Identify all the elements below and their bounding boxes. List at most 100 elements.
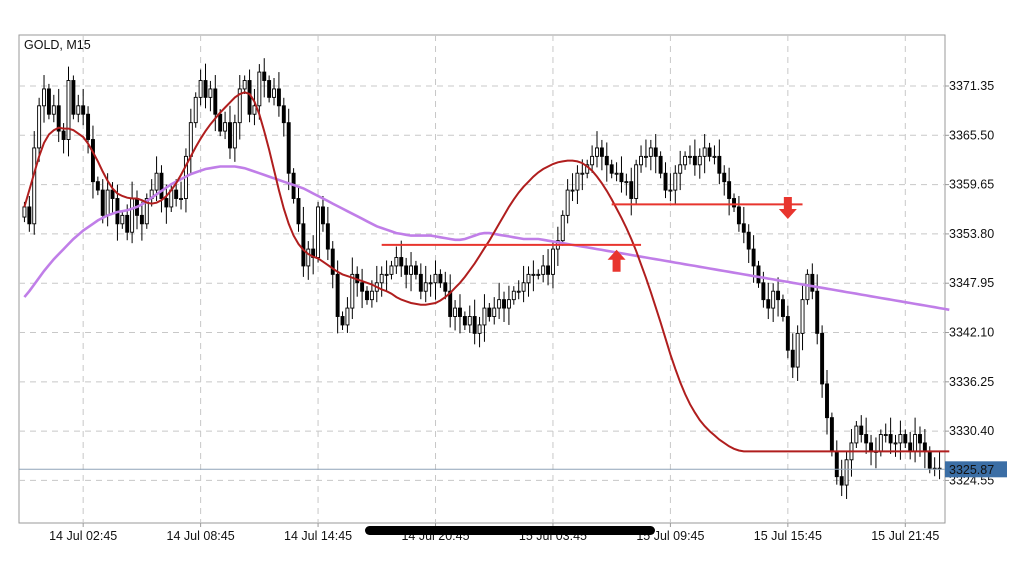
candle-body xyxy=(37,105,42,149)
scroll-indicator[interactable] xyxy=(365,526,655,535)
candle-body xyxy=(413,265,418,275)
candle-body xyxy=(487,307,492,317)
y-tick-label: 3336.25 xyxy=(949,375,994,389)
candle-body xyxy=(423,282,428,292)
candle-body xyxy=(825,383,829,419)
candle-body xyxy=(76,105,81,115)
candle-body xyxy=(71,80,76,115)
candle-body xyxy=(727,181,732,199)
candle-body xyxy=(766,299,771,309)
candle-body xyxy=(506,299,511,309)
y-tick-label: 3371.35 xyxy=(949,79,994,93)
chart-title: GOLD, M15 xyxy=(24,38,91,52)
candle-body xyxy=(120,214,125,225)
candle-body xyxy=(394,257,399,267)
candle-body xyxy=(541,265,546,275)
candle-body xyxy=(159,172,164,199)
candle-body xyxy=(110,189,115,199)
candle-body xyxy=(903,434,908,444)
candle-body xyxy=(360,282,365,292)
candle-body xyxy=(443,282,448,292)
candle-body xyxy=(218,113,223,132)
candle-body xyxy=(257,71,262,107)
candle-body xyxy=(595,147,599,157)
candle-body xyxy=(46,88,51,115)
candle-body xyxy=(27,206,32,225)
candle-body xyxy=(438,273,443,284)
candle-body xyxy=(272,88,276,98)
candle-body xyxy=(565,189,570,216)
candle-body xyxy=(105,189,110,216)
candle-body xyxy=(90,139,95,183)
candle-body xyxy=(878,434,883,452)
candle-body xyxy=(365,290,369,301)
candle-body xyxy=(330,248,335,275)
candle-body xyxy=(404,265,409,275)
candle-body xyxy=(428,282,433,285)
candle-body xyxy=(462,316,467,326)
candle-body xyxy=(663,172,668,191)
candle-body xyxy=(604,155,609,166)
signal-arrows xyxy=(607,196,797,272)
candle-body xyxy=(692,155,697,166)
candle-body xyxy=(668,189,673,192)
candle-body xyxy=(678,164,683,174)
candle-body xyxy=(379,273,384,284)
horizontal-grid xyxy=(19,85,945,481)
current-price-label-bg xyxy=(945,461,1007,478)
candle-body xyxy=(467,316,472,326)
candle-body xyxy=(590,155,595,166)
candle-body xyxy=(399,257,404,267)
candle-body xyxy=(418,273,423,292)
candle-body xyxy=(927,450,932,469)
candle-body xyxy=(922,442,927,452)
candle-body xyxy=(575,172,580,191)
candle-body xyxy=(648,147,653,157)
candle-body xyxy=(389,265,394,275)
y-tick-label: 3330.40 xyxy=(949,424,994,438)
candle-body xyxy=(688,155,692,158)
candle-body xyxy=(639,155,644,166)
candle-body xyxy=(51,105,56,115)
candle-body xyxy=(673,172,678,191)
candle-body xyxy=(790,349,795,368)
candle-body xyxy=(276,88,281,107)
candle-body xyxy=(477,324,482,334)
candle-body xyxy=(839,476,844,486)
candle-body xyxy=(252,105,257,115)
x-tick-label: 15 Jul 15:45 xyxy=(754,529,822,543)
candle-body xyxy=(717,155,722,174)
candle-body xyxy=(511,290,516,301)
y-tick-label: 3342.10 xyxy=(949,326,994,340)
candle-body xyxy=(281,105,286,124)
candle-body xyxy=(820,332,825,385)
candle-body xyxy=(144,198,149,225)
candle-body xyxy=(340,316,345,326)
candle-body xyxy=(834,450,839,478)
candle-body xyxy=(42,88,46,107)
candle-body xyxy=(130,198,135,233)
candle-body xyxy=(898,434,903,444)
candle-body xyxy=(458,307,462,317)
plot-frame xyxy=(18,34,946,524)
candle-body xyxy=(32,147,37,225)
x-tick-label: 15 Jul 21:45 xyxy=(871,529,939,543)
candle-body xyxy=(864,434,869,444)
candle-body xyxy=(306,248,311,267)
candle-body xyxy=(883,434,888,436)
candle-body xyxy=(785,316,790,351)
candle-body xyxy=(242,80,247,90)
candle-body xyxy=(599,147,604,157)
candle-body xyxy=(335,273,340,317)
candle-body xyxy=(570,189,575,192)
candle-body xyxy=(433,273,438,284)
candle-body xyxy=(325,223,330,250)
candle-body xyxy=(658,155,663,174)
candle-body xyxy=(409,265,414,275)
candle-body xyxy=(232,122,237,149)
candle-body xyxy=(448,290,453,317)
candle-body xyxy=(492,307,497,317)
candle-body xyxy=(472,316,477,334)
candle-body xyxy=(223,122,228,132)
